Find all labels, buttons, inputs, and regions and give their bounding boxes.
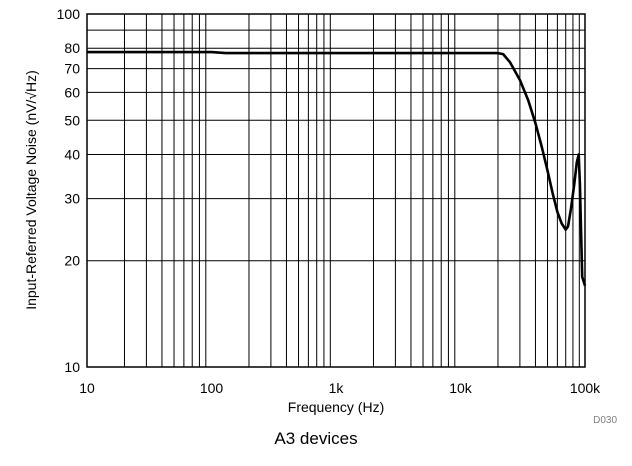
x-tick-label: 100: [200, 380, 224, 396]
y-tick-label: 20: [64, 253, 80, 269]
x-tick-labels: 10 100 1k 10k 100k: [79, 380, 601, 396]
x-tick-label: 10k: [449, 380, 473, 396]
y-tick-label: 70: [64, 61, 80, 77]
noise-chart: 10 100 1k 10k 100k 10 20 30 40 50 60 70 80 100 Frequ…: [23, 6, 617, 425]
y-tick-label: 80: [64, 40, 80, 56]
x-tick-label: 10: [79, 380, 95, 396]
plot-background: [87, 14, 585, 367]
y-tick-label: 40: [64, 146, 80, 162]
y-tick-label: 30: [64, 191, 80, 207]
grid: [87, 14, 585, 367]
noise-curve: [87, 50, 587, 287]
y-tick-label: 60: [64, 84, 80, 100]
y-tick-labels: 10 20 30 40 50 60 70 80 100: [57, 6, 81, 375]
figure-code: D030: [593, 415, 617, 425]
x-tick-label: 100k: [570, 380, 601, 396]
y-tick-label: 50: [64, 112, 80, 128]
x-tick-label: 1k: [329, 380, 345, 396]
y-tick-label: 100: [57, 6, 81, 22]
figure-caption: A3 devices: [274, 429, 358, 448]
x-axis-label: Frequency (Hz): [288, 399, 384, 415]
y-axis-label: Input-Referred Voltage Noise (nV/√Hz): [23, 70, 39, 310]
plot-frame: [86, 13, 586, 368]
y-tick-label: 10: [64, 359, 80, 375]
